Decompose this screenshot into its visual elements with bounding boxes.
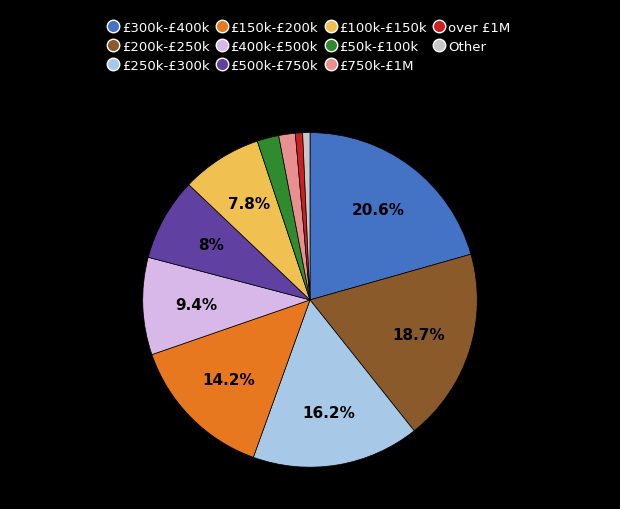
Wedge shape — [310, 254, 477, 431]
Text: 8%: 8% — [198, 238, 224, 252]
Text: 14.2%: 14.2% — [203, 373, 255, 387]
Wedge shape — [295, 133, 310, 300]
Wedge shape — [303, 133, 310, 300]
Wedge shape — [254, 300, 414, 467]
Wedge shape — [278, 134, 310, 300]
Wedge shape — [143, 258, 310, 355]
Wedge shape — [188, 142, 310, 300]
Wedge shape — [257, 136, 310, 300]
Wedge shape — [310, 133, 471, 300]
Text: 16.2%: 16.2% — [302, 405, 355, 420]
Text: 7.8%: 7.8% — [228, 197, 270, 212]
Text: 20.6%: 20.6% — [352, 202, 405, 217]
Wedge shape — [148, 185, 310, 300]
Text: 18.7%: 18.7% — [392, 328, 445, 343]
Text: 9.4%: 9.4% — [175, 297, 218, 312]
Wedge shape — [152, 300, 310, 458]
Legend: £300k-£400k, £200k-£250k, £250k-£300k, £150k-£200k, £400k-£500k, £500k-£750k, £1: £300k-£400k, £200k-£250k, £250k-£300k, £… — [106, 18, 514, 77]
